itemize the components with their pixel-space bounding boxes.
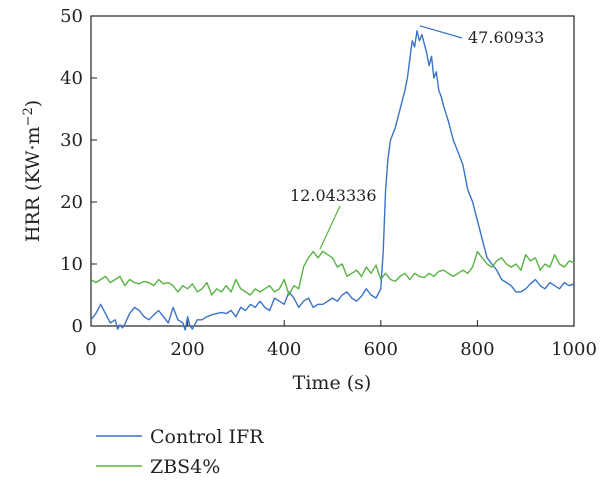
y-tick-label: 0 (72, 316, 83, 337)
x-tick-label: 1000 (551, 339, 597, 360)
y-tick-label: 20 (60, 192, 83, 213)
x-tick-label: 600 (364, 339, 398, 360)
y-axis-ticks: 0 10 20 30 40 50 (60, 6, 97, 337)
x-axis-ticks: 0 200 400 600 800 1000 (85, 320, 597, 360)
annotations-layer: 47.60933 12.043336 (290, 25, 544, 250)
x-tick-label: 800 (460, 339, 494, 360)
series-line-zbs4 (90, 250, 575, 296)
legend: Control IFR ZBS4% (96, 426, 264, 478)
y-tick-label: 30 (60, 130, 83, 151)
y-axis-title-close: ) (22, 100, 44, 107)
y-axis-title-main: HRR (KW·m (22, 126, 44, 242)
peak-leader-control-ifr (419, 25, 463, 39)
series-line-control-ifr (90, 30, 575, 331)
y-tick-label: 50 (60, 6, 83, 27)
series-layer (90, 30, 575, 331)
x-tick-label: 0 (85, 339, 96, 360)
peak-leader-zbs4 (319, 205, 341, 250)
peak-label-zbs4: 12.043336 (290, 186, 377, 205)
x-tick-label: 400 (267, 339, 301, 360)
x-tick-label: 200 (170, 339, 204, 360)
y-axis-title-sup: −2 (21, 107, 36, 126)
plot-frame (90, 15, 575, 327)
y-tick-label: 40 (60, 68, 83, 89)
legend-label-control-ifr: Control IFR (150, 426, 264, 448)
y-axis-title: HRR (KW·m−2) (21, 100, 44, 242)
plot-area (90, 15, 575, 327)
legend-label-zbs4: ZBS4% (150, 456, 220, 478)
peak-label-control-ifr: 47.60933 (468, 28, 544, 47)
y-tick-label: 10 (60, 254, 83, 275)
x-axis-title: Time (s) (293, 372, 372, 394)
